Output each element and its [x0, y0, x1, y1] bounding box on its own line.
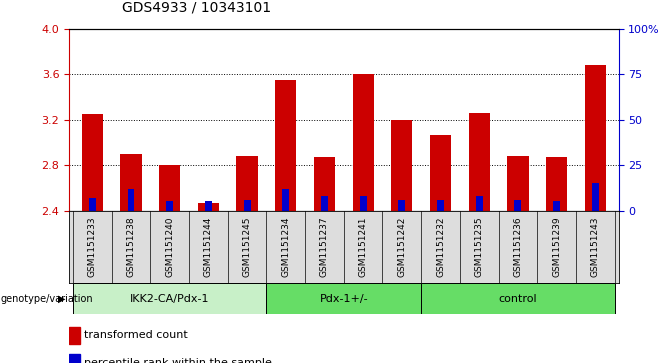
FancyBboxPatch shape [73, 283, 266, 314]
Text: GSM1151232: GSM1151232 [436, 216, 445, 277]
Text: GSM1151245: GSM1151245 [243, 216, 251, 277]
Text: GSM1151233: GSM1151233 [88, 216, 97, 277]
Text: control: control [499, 294, 537, 303]
Bar [430, 135, 451, 211]
Text: IKK2-CA/Pdx-1: IKK2-CA/Pdx-1 [130, 294, 209, 303]
Bar [546, 157, 567, 211]
Bar [69, 327, 80, 344]
Bar [353, 74, 374, 211]
Text: GSM1151242: GSM1151242 [397, 216, 407, 277]
Text: GSM1151244: GSM1151244 [204, 216, 213, 277]
Bar [398, 200, 405, 211]
Bar [468, 113, 490, 211]
Text: transformed count: transformed count [84, 330, 188, 340]
Bar [585, 65, 606, 211]
Text: GSM1151243: GSM1151243 [591, 216, 600, 277]
Bar [437, 200, 444, 211]
Bar [314, 157, 335, 211]
Bar [392, 120, 413, 211]
FancyBboxPatch shape [421, 283, 615, 314]
Text: GSM1151237: GSM1151237 [320, 216, 329, 277]
Text: percentile rank within the sample: percentile rank within the sample [84, 358, 272, 363]
Bar [128, 189, 134, 211]
Bar [275, 80, 296, 211]
Bar [82, 114, 103, 211]
Bar [166, 201, 173, 211]
Bar [159, 165, 180, 211]
Text: GDS4933 / 10343101: GDS4933 / 10343101 [122, 0, 271, 15]
FancyBboxPatch shape [266, 283, 421, 314]
Bar [205, 201, 212, 211]
Bar [592, 183, 599, 211]
Bar [120, 154, 141, 211]
Text: genotype/variation: genotype/variation [1, 294, 93, 303]
Text: ▶: ▶ [59, 294, 66, 303]
Text: Pdx-1+/-: Pdx-1+/- [320, 294, 368, 303]
Bar [360, 196, 367, 211]
Text: GSM1151235: GSM1151235 [474, 216, 484, 277]
Bar [236, 156, 258, 211]
Text: GSM1151236: GSM1151236 [513, 216, 522, 277]
Bar [507, 156, 528, 211]
Bar [69, 354, 80, 363]
Text: GSM1151234: GSM1151234 [281, 216, 290, 277]
Text: GSM1151239: GSM1151239 [552, 216, 561, 277]
Bar [553, 201, 560, 211]
Bar [321, 196, 328, 211]
Bar [243, 200, 251, 211]
Bar [476, 196, 483, 211]
Bar [89, 198, 96, 211]
Text: GSM1151241: GSM1151241 [359, 216, 368, 277]
Text: GSM1151240: GSM1151240 [165, 216, 174, 277]
Bar [198, 203, 219, 211]
Bar [282, 189, 290, 211]
Bar [515, 200, 521, 211]
Text: GSM1151238: GSM1151238 [126, 216, 136, 277]
